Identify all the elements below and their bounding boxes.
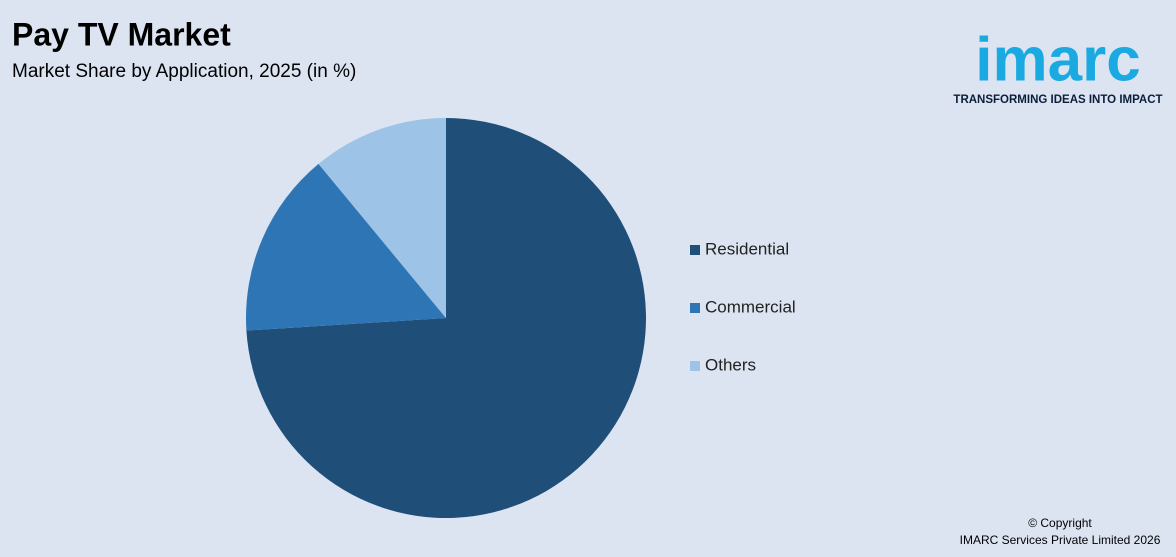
legend-swatch <box>690 303 700 313</box>
legend-swatch <box>690 361 700 371</box>
company: IMARC Services Private Limited 2026 <box>960 533 1161 547</box>
chart-subtitle: Market Share by Application, 2025 (in %) <box>12 61 356 82</box>
legend-label: Commercial <box>705 297 796 316</box>
pie-slice <box>318 118 446 318</box>
legend-label: Others <box>705 355 756 374</box>
pie-slice <box>246 118 646 518</box>
chart-title: Pay TV Market <box>12 16 231 52</box>
legend-label: Residential <box>705 239 789 258</box>
pie-slice <box>246 163 446 331</box>
logo-tagline: TRANSFORMING IDEAS INTO IMPACT <box>953 94 1162 106</box>
logo: imarc <box>975 25 1140 94</box>
legend-swatch <box>690 245 700 255</box>
copyright: © Copyright <box>1028 516 1092 530</box>
